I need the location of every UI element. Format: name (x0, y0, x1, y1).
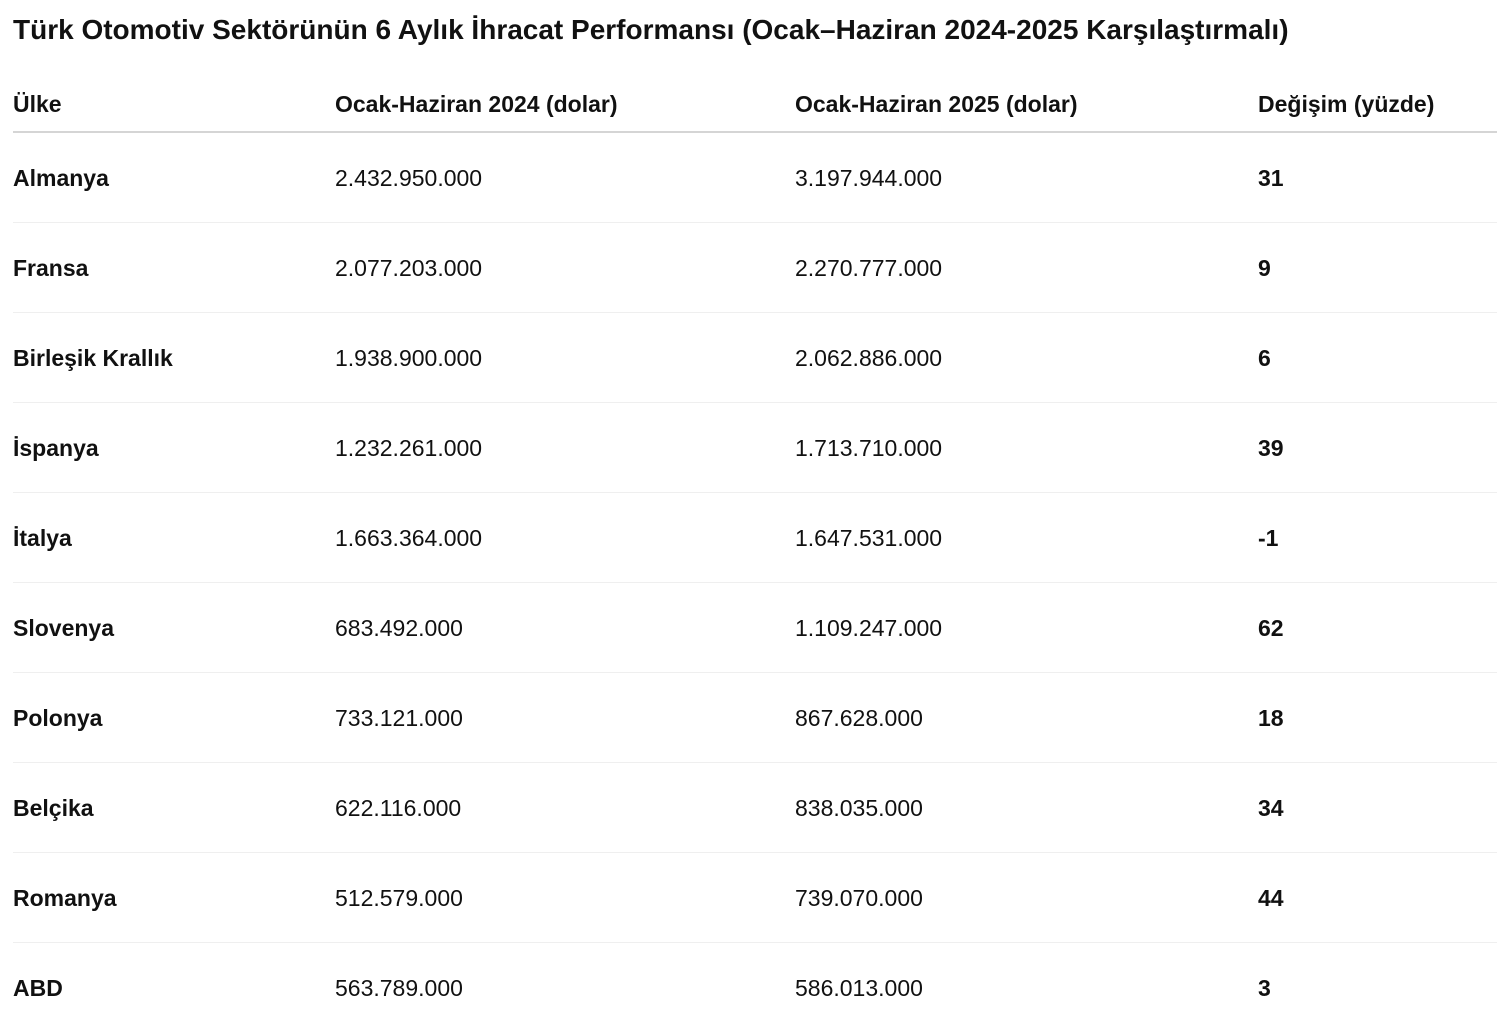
cell-change-percent: 44 (1258, 884, 1284, 911)
cell-change-percent: 62 (1258, 614, 1284, 641)
cell-h1-2025-value: 1.647.531.000 (795, 524, 943, 551)
cell-h1-2024-value: 563.789.000 (335, 975, 463, 1001)
table-row: Polonya 733.121.000 867.628.000 18 (13, 673, 1497, 763)
cell-change-percent: 9 (1258, 254, 1271, 281)
cell-h1-2025-value: 2.270.777.000 (795, 254, 943, 281)
table-row: Birleşik Krallık 1.938.900.000 2.062.886… (13, 313, 1497, 403)
export-table: Ülke Ocak-Haziran 2024 (dolar) Ocak-Hazi… (13, 48, 1497, 1033)
cell-country: Slovenya (13, 614, 114, 641)
cell-change-percent: -1 (1258, 524, 1279, 551)
table-body: Almanya 2.432.950.000 3.197.944.000 31 F… (13, 133, 1497, 1033)
cell-change-percent: 31 (1258, 164, 1284, 191)
table-row: Belçika 622.116.000 838.035.000 34 (13, 763, 1497, 853)
cell-h1-2025-value: 3.197.944.000 (795, 164, 943, 191)
column-header-country: Ülke (13, 91, 62, 117)
cell-h1-2024-value: 622.116.000 (335, 794, 462, 821)
cell-country: İspanya (13, 434, 99, 461)
column-header-h1-2024: Ocak-Haziran 2024 (dolar) (335, 91, 618, 117)
table-row: İspanya 1.232.261.000 1.713.710.000 39 (13, 403, 1497, 493)
cell-country: İtalya (13, 524, 72, 551)
cell-h1-2024-value: 1.663.364.000 (335, 524, 483, 551)
column-header-h1-2025: Ocak-Haziran 2025 (dolar) (795, 91, 1078, 117)
cell-country: Polonya (13, 704, 103, 731)
cell-h1-2024-value: 2.432.950.000 (335, 164, 483, 191)
cell-change-percent: 6 (1258, 344, 1271, 371)
cell-country: Fransa (13, 254, 89, 281)
cell-h1-2025-value: 2.062.886.000 (795, 344, 943, 371)
cell-country: Romanya (13, 884, 117, 911)
cell-h1-2024-value: 683.492.000 (335, 614, 463, 641)
cell-h1-2024-value: 733.121.000 (335, 704, 463, 731)
cell-h1-2025-value: 867.628.000 (795, 704, 923, 731)
cell-h1-2025-value: 1.109.247.000 (795, 614, 943, 641)
column-header-change-percent: Değişim (yüzde) (1258, 91, 1435, 117)
table-row: İtalya 1.663.364.000 1.647.531.000 -1 (13, 493, 1497, 583)
cell-h1-2025-value: 838.035.000 (795, 794, 923, 821)
cell-change-percent: 18 (1258, 704, 1284, 731)
cell-h1-2025-value: 586.013.000 (795, 975, 923, 1001)
cell-h1-2025-value: 739.070.000 (795, 884, 923, 911)
page-title: Türk Otomotiv Sektörünün 6 Aylık İhracat… (13, 14, 1289, 45)
cell-h1-2024-value: 512.579.000 (335, 884, 463, 911)
table-row: Almanya 2.432.950.000 3.197.944.000 31 (13, 133, 1497, 223)
cell-h1-2024-value: 1.232.261.000 (335, 434, 483, 461)
cell-country: Birleşik Krallık (13, 344, 173, 371)
cell-country: Almanya (13, 164, 109, 191)
table-header-row: Ülke Ocak-Haziran 2024 (dolar) Ocak-Hazi… (13, 48, 1497, 133)
cell-h1-2024-value: 1.938.900.000 (335, 344, 483, 371)
table-row: Romanya 512.579.000 739.070.000 44 (13, 853, 1497, 943)
table-row: ABD 563.789.000 586.013.000 3 (13, 943, 1497, 1033)
cell-country: Belçika (13, 794, 94, 821)
table-row: Slovenya 683.492.000 1.109.247.000 62 (13, 583, 1497, 673)
table-row: Fransa 2.077.203.000 2.270.777.000 9 (13, 223, 1497, 313)
cell-change-percent: 39 (1258, 434, 1284, 461)
cell-h1-2025-value: 1.713.710.000 (795, 434, 943, 461)
cell-change-percent: 34 (1258, 794, 1284, 821)
cell-change-percent: 3 (1258, 975, 1271, 1001)
cell-country: ABD (13, 975, 63, 1001)
cell-h1-2024-value: 2.077.203.000 (335, 254, 483, 281)
